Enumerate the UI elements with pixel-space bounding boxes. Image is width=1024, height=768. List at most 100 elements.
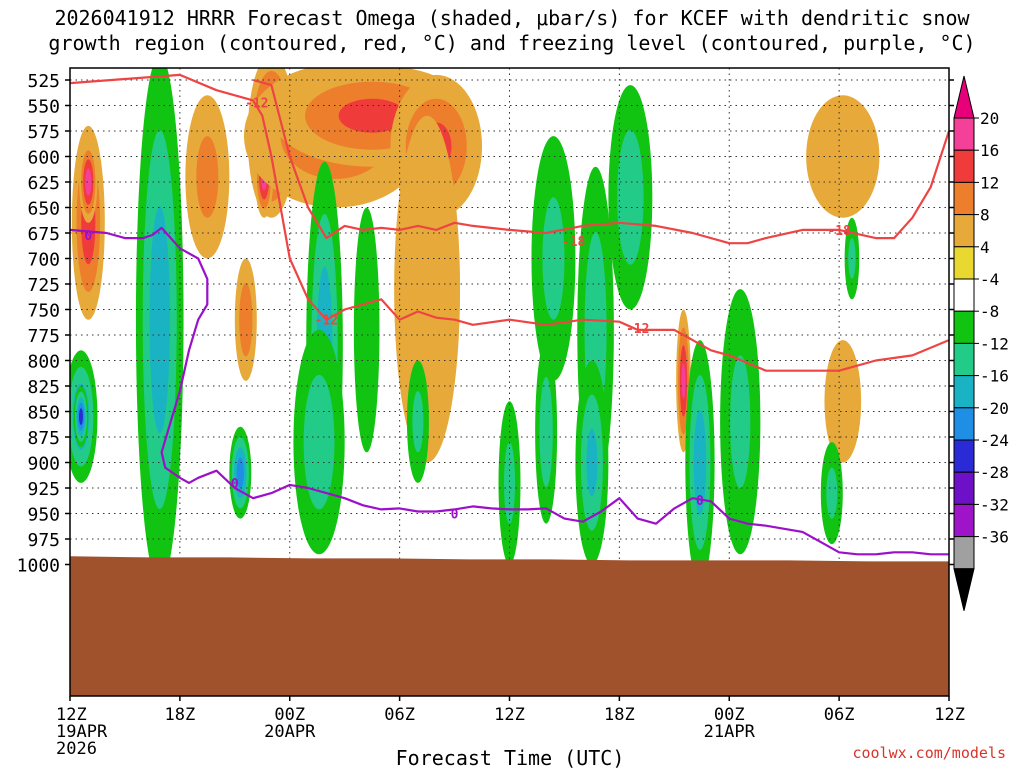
colorbar-segment: [953, 181, 975, 216]
y-tick-label: 750: [27, 301, 60, 322]
omega-blob: [498, 401, 521, 565]
colorbar-label: -36: [980, 528, 1009, 547]
colorbar-label: -20: [980, 399, 1009, 418]
colorbar-segment: [953, 214, 975, 248]
omega-contour-fill: [239, 282, 253, 357]
omega-blob: [234, 258, 257, 381]
colorbar-segment: [953, 407, 975, 441]
omega-contour-fill: [196, 136, 219, 218]
contour-label: -18: [827, 224, 851, 239]
colorbar-segment: [953, 310, 975, 344]
y-tick-label: 950: [27, 505, 60, 526]
omega-blob: [820, 442, 843, 545]
y-tick-label: 575: [27, 122, 60, 143]
dgz-contour-line: [70, 73, 949, 372]
colorbar-segment: [953, 536, 975, 570]
colorbar-label: 16: [980, 141, 999, 160]
omega-contour-fill: [236, 457, 244, 489]
omega-contour-fill: [353, 207, 380, 453]
colorbar-label: -24: [980, 431, 1009, 450]
omega-blob: [406, 360, 429, 483]
omega-blob: [73, 386, 89, 448]
x-tick-label: 18Z: [165, 705, 196, 725]
x-tick-label: 00Z: [274, 705, 305, 725]
omega-blob: [394, 115, 461, 463]
colorbar-label: -4: [980, 270, 999, 289]
y-tick-label: 900: [27, 454, 60, 475]
contour-label: 0: [451, 508, 459, 523]
y-tick-label: 550: [27, 97, 60, 118]
colorbar-label: 8: [980, 206, 990, 225]
x-tick-label: 00Z: [714, 705, 745, 725]
freezing-level-line: [70, 226, 949, 556]
contour-label: -12: [315, 314, 338, 329]
contour-label: -12: [245, 96, 268, 111]
colorbar-top-arrow: [953, 75, 975, 119]
terrain-fill: [70, 556, 949, 696]
omega-contour-fill: [149, 206, 170, 434]
omega-blob: [229, 426, 252, 519]
omega-contour-fill: [730, 355, 751, 489]
contours: -12 -12 -12 -18 -18 0 0 0 0: [70, 73, 949, 556]
colorbar-segment: [953, 342, 975, 377]
colorbar-segment: [953, 246, 975, 280]
contour-label: 0: [84, 229, 92, 244]
colorbar-label: -16: [980, 367, 1009, 386]
omega-blob: [353, 207, 380, 453]
omega-blob: [293, 329, 345, 555]
colorbar: 20 16 12 8 4 -4 -8 -12 -16 -20 -24 -28 -32 -36: [953, 75, 1009, 611]
omega-contour-fill: [78, 408, 83, 425]
colorbar-label: -32: [980, 495, 1009, 514]
y-tick-label: 875: [27, 428, 60, 449]
omega-blob: [575, 360, 609, 565]
y-tick-label: 700: [27, 250, 60, 271]
x-tick-date-label: 21APR: [704, 722, 756, 742]
contour-label: -12: [626, 322, 649, 337]
y-tick-label: 850: [27, 403, 60, 424]
x-tick-label: 06Z: [824, 705, 855, 725]
contour-label: -18: [562, 235, 586, 250]
x-axis-label: Forecast Time (UTC): [396, 746, 625, 768]
x-tick-year-label: 2026: [56, 739, 97, 759]
omega-contour-fill: [85, 168, 92, 196]
omega-blob: [685, 340, 715, 585]
omega-blob: [135, 68, 184, 585]
y-tick-label: 975: [27, 530, 60, 551]
omega-contour-fill: [617, 129, 644, 265]
omega-contour-fill: [303, 374, 335, 510]
y-tick-label: 650: [27, 199, 60, 220]
chart-title-line1: 2026041912 HRRR Forecast Omega (shaded, …: [54, 6, 970, 30]
omega-blob: [185, 95, 230, 259]
omega-contour-fill: [539, 376, 553, 487]
y-tick-label: 600: [27, 148, 60, 169]
omega-blob: [806, 95, 880, 218]
y-tick-label: 525: [27, 71, 60, 92]
omega-contour-fill: [586, 428, 598, 497]
omega-contour-fill: [338, 98, 406, 133]
x-tick-label: 12Z: [934, 705, 965, 725]
colorbar-bottom-arrow: [953, 568, 975, 611]
y-tick-label: 1000: [17, 556, 60, 577]
y-tick-label: 675: [27, 224, 60, 245]
omega-blob: [535, 340, 558, 524]
colorbar-segment: [953, 117, 975, 151]
colorbar-label: 20: [980, 109, 999, 128]
site-credit: coolwx.com/models: [852, 744, 1006, 762]
omega-contour-fill: [826, 467, 838, 519]
omega-contour-fill: [693, 410, 707, 515]
chart-title-line2: growth region (contoured, red, °C) and f…: [48, 31, 976, 55]
colorbar-segment: [953, 375, 975, 409]
x-tick-date-label: 20APR: [264, 722, 316, 742]
colorbar-segment: [953, 503, 975, 538]
omega-blob: [79, 141, 98, 223]
x-tick-label: 18Z: [604, 705, 635, 725]
colorbar-segment: [953, 439, 975, 473]
x-tick-date-label: 19APR: [56, 722, 108, 742]
omega-contour-fill: [504, 442, 515, 524]
colorbar-segment: [953, 471, 975, 505]
x-tick-label: 12Z: [494, 705, 525, 725]
omega-contour-fill: [681, 363, 686, 399]
y-tick-label: 925: [27, 479, 60, 500]
colorbar-segment: [953, 149, 975, 183]
x-tick-label: 12Z: [56, 705, 87, 725]
